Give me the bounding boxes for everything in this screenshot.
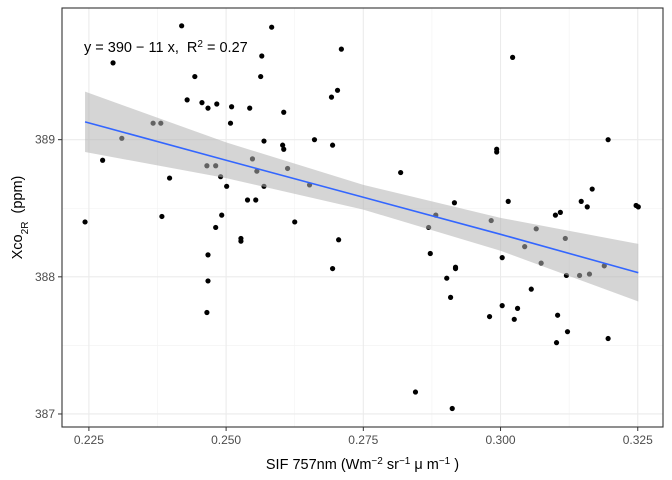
point xyxy=(82,219,88,225)
point xyxy=(292,219,298,225)
point xyxy=(553,340,560,346)
point xyxy=(505,198,511,204)
point xyxy=(204,309,210,316)
x-axis-title-part: −1 xyxy=(439,456,451,467)
point xyxy=(444,275,450,281)
x-axis-title-part: μ m xyxy=(410,457,439,473)
y-axis-title-part: (ppm) xyxy=(10,176,26,222)
point xyxy=(253,197,259,203)
point xyxy=(564,329,571,335)
point xyxy=(205,278,211,284)
point xyxy=(281,146,287,152)
y-tick-label: 389 xyxy=(35,133,55,147)
point xyxy=(329,142,336,148)
point xyxy=(110,60,116,66)
point xyxy=(494,149,500,155)
point xyxy=(605,137,611,143)
point xyxy=(258,73,264,80)
y-tick-label: 388 xyxy=(35,270,55,284)
point xyxy=(528,286,534,292)
point xyxy=(159,213,165,220)
point xyxy=(311,137,318,143)
point xyxy=(184,97,190,103)
point xyxy=(261,138,267,144)
point xyxy=(329,265,336,272)
point xyxy=(100,157,106,163)
point xyxy=(557,209,563,215)
y-axis-title-part: 2R xyxy=(20,222,31,235)
point xyxy=(447,294,454,300)
panel-border xyxy=(61,7,664,428)
point xyxy=(179,23,185,29)
point xyxy=(192,73,198,80)
point xyxy=(247,105,253,111)
point xyxy=(552,212,559,218)
point xyxy=(338,46,344,52)
point xyxy=(244,197,251,203)
y-axis-title-part: Xco xyxy=(10,234,26,259)
point xyxy=(219,212,225,218)
point xyxy=(213,224,219,231)
annotation: y = 390 − 11 x, R2 = 0.27 xyxy=(84,39,248,57)
point xyxy=(269,24,275,30)
point xyxy=(336,237,342,243)
x-axis-title: SIF 757nm (Wm−2 sr−1 μ m−1 ) xyxy=(266,456,459,474)
point xyxy=(584,204,590,210)
x-axis-title-part: ) xyxy=(450,457,459,473)
point xyxy=(635,204,641,210)
x-tick-label: 0.325 xyxy=(623,433,653,447)
point xyxy=(511,316,517,322)
point xyxy=(452,265,459,272)
x-axis-title-part: sr xyxy=(383,457,399,473)
point xyxy=(214,101,220,107)
point xyxy=(589,186,595,192)
point xyxy=(486,313,493,320)
point xyxy=(449,405,455,412)
x-tick-label: 0.225 xyxy=(74,433,104,447)
point xyxy=(334,87,341,93)
x-tick-label: 0.300 xyxy=(486,433,516,447)
point xyxy=(280,142,286,148)
point xyxy=(578,198,584,204)
x-axis-title-part: SIF 757nm (Wm xyxy=(266,457,372,473)
point xyxy=(605,335,611,342)
x-tick-label: 0.275 xyxy=(348,433,378,447)
point xyxy=(238,235,244,242)
point xyxy=(427,250,433,257)
point xyxy=(227,120,234,126)
point xyxy=(398,169,404,176)
point xyxy=(499,255,505,261)
fit-line xyxy=(84,121,639,274)
point xyxy=(514,305,521,311)
point xyxy=(205,105,211,111)
point xyxy=(281,109,287,115)
point xyxy=(499,303,505,309)
annotation-part: y = 390 − 11 x, R xyxy=(84,40,197,56)
point xyxy=(205,252,211,258)
point xyxy=(166,175,173,181)
annotation-part: 2 xyxy=(197,39,203,50)
point xyxy=(510,54,516,60)
annotation-part: = 0.27 xyxy=(203,40,248,56)
point xyxy=(451,200,458,206)
point xyxy=(259,53,265,59)
point xyxy=(412,389,419,395)
point xyxy=(224,183,230,189)
point xyxy=(328,94,335,100)
x-axis-title-part: −1 xyxy=(399,456,411,467)
x-tick-label: 0.250 xyxy=(211,433,241,447)
point xyxy=(199,100,205,106)
x-axis-title-part: −2 xyxy=(371,456,383,467)
y-axis-title: Xco2R (ppm) xyxy=(10,176,31,260)
point xyxy=(555,312,561,318)
y-tick-label: 387 xyxy=(35,407,55,421)
point xyxy=(228,104,235,110)
